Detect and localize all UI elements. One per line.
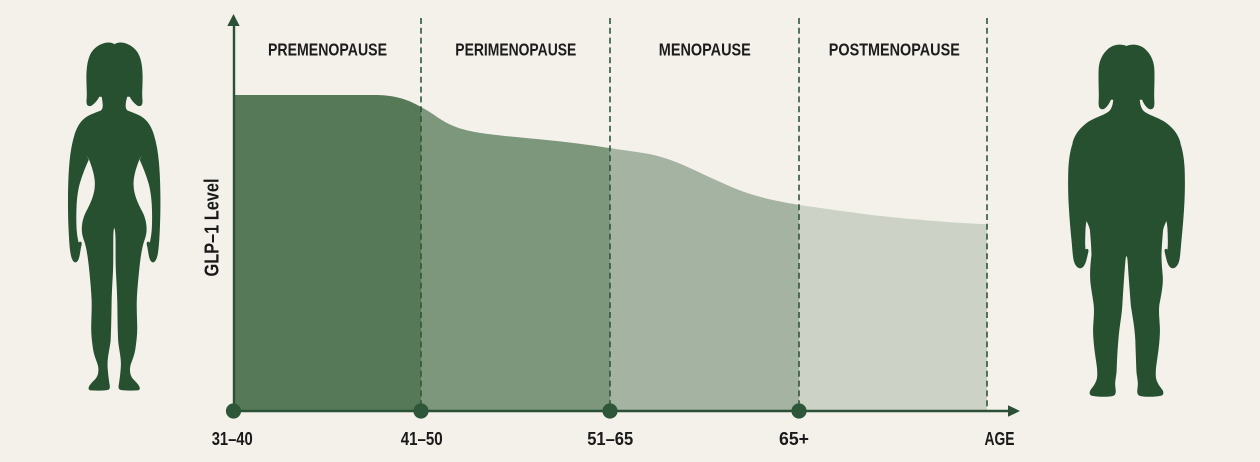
svg-text:65+: 65+	[779, 429, 809, 449]
svg-text:51–65: 51–65	[587, 429, 633, 449]
svg-text:PREMENOPAUSE: PREMENOPAUSE	[268, 40, 387, 60]
svg-text:GLP–1 Level: GLP–1 Level	[202, 179, 224, 277]
svg-text:PERIMENOPAUSE: PERIMENOPAUSE	[455, 40, 576, 60]
svg-text:POSTMENOPAUSE: POSTMENOPAUSE	[829, 40, 960, 60]
svg-text:AGE: AGE	[985, 429, 1015, 449]
svg-text:41–50: 41–50	[401, 429, 443, 449]
svg-text:MENOPAUSE: MENOPAUSE	[659, 40, 751, 60]
svg-text:31–40: 31–40	[212, 429, 253, 449]
